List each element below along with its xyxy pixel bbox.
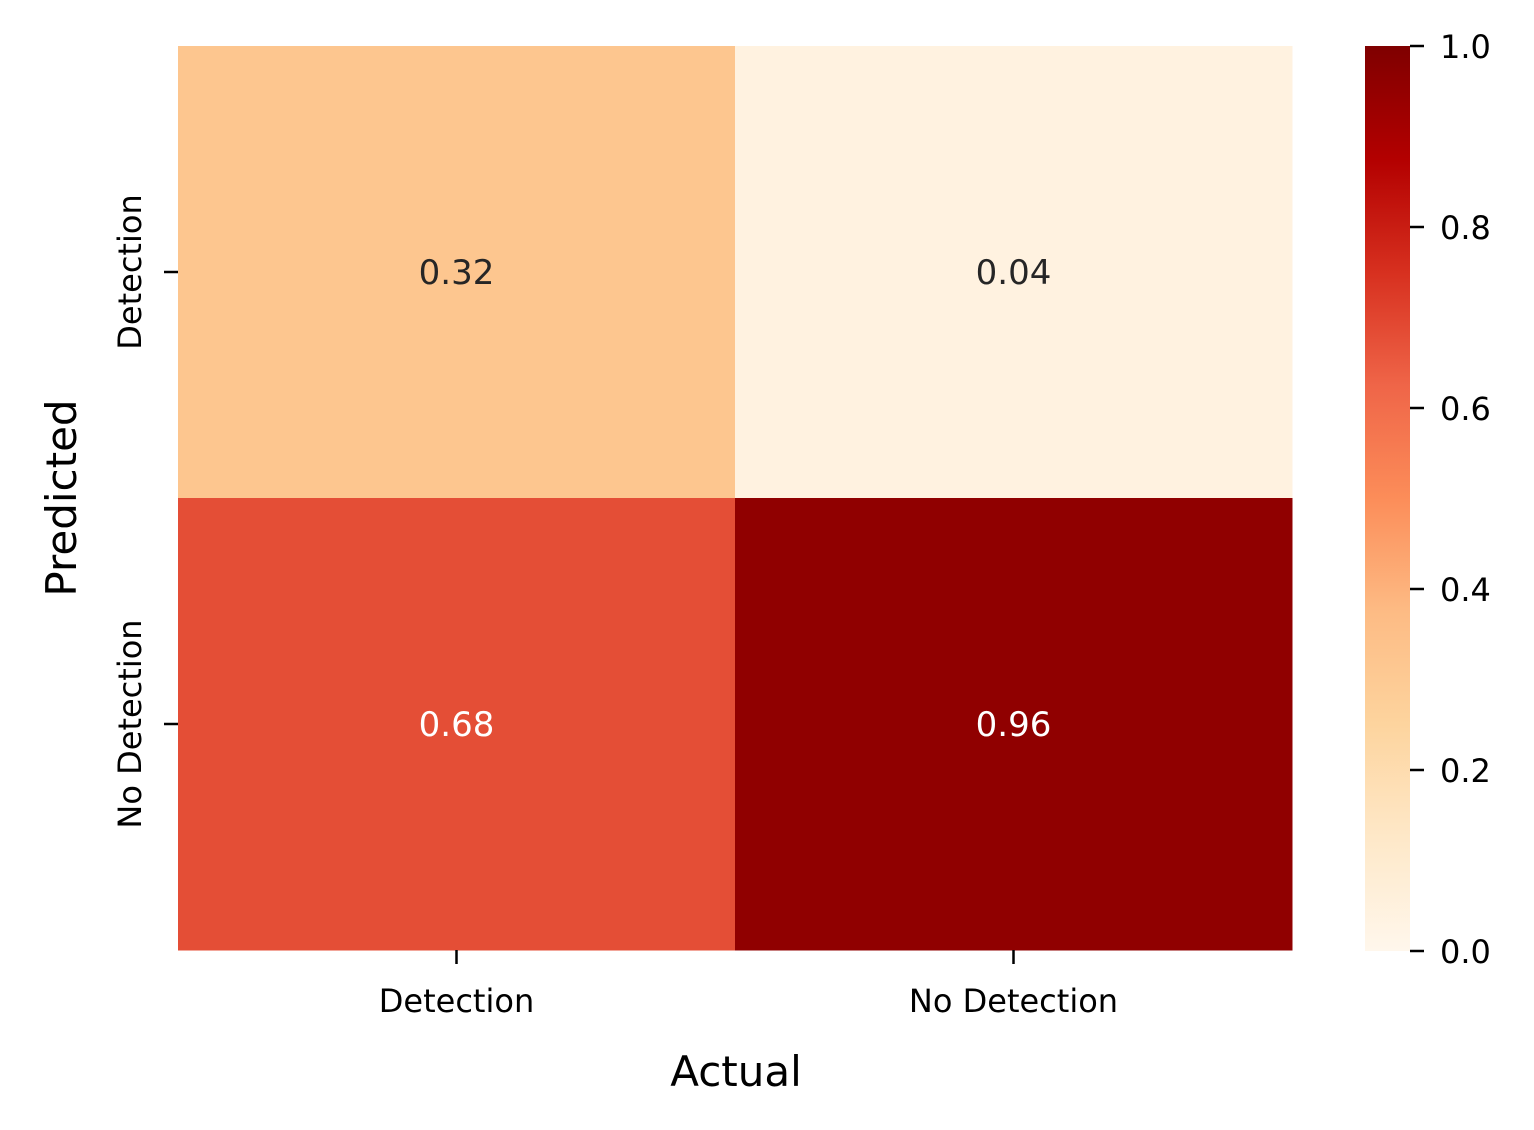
colorbar-tick-label: 0.4 [1440, 571, 1491, 609]
colorbar-tick-label: 1.0 [1440, 28, 1491, 66]
cell-value-label: 0.32 [419, 253, 495, 293]
heatmap-cell-labels: 0.32 0.04 0.68 0.96 [419, 253, 1052, 745]
x-tick-label: Detection [379, 982, 534, 1020]
colorbar-tick-label: 0.8 [1440, 209, 1491, 247]
colorbar-tick-label: 0.6 [1440, 390, 1491, 428]
cell-value-label: 0.68 [419, 705, 495, 745]
x-tick-label: No Detection [909, 982, 1118, 1020]
x-axis: Detection No Detection [379, 950, 1118, 1020]
colorbar-gradient [1365, 46, 1410, 951]
cell-value-label: 0.04 [976, 253, 1052, 293]
colorbar-tick-label: 0.0 [1440, 933, 1491, 971]
x-axis-label: Actual [670, 1047, 802, 1096]
heatmap-cells [178, 46, 1293, 951]
colorbar-ticks: 0.0 0.2 0.4 0.6 0.8 1.0 [1410, 28, 1491, 971]
heatmap-cell [178, 498, 736, 951]
y-axis: Detection No Detection [111, 194, 178, 829]
cell-value-label: 0.96 [976, 705, 1052, 745]
heatmap-cell [735, 46, 1293, 499]
colorbar [1365, 46, 1410, 951]
y-tick-label: No Detection [111, 619, 149, 828]
heatmap-cell [178, 46, 736, 499]
colorbar-tick-label: 0.2 [1440, 752, 1491, 790]
heatmap-cell [735, 498, 1293, 951]
y-tick-label: Detection [111, 194, 149, 349]
y-axis-label: Predicted [37, 399, 86, 596]
